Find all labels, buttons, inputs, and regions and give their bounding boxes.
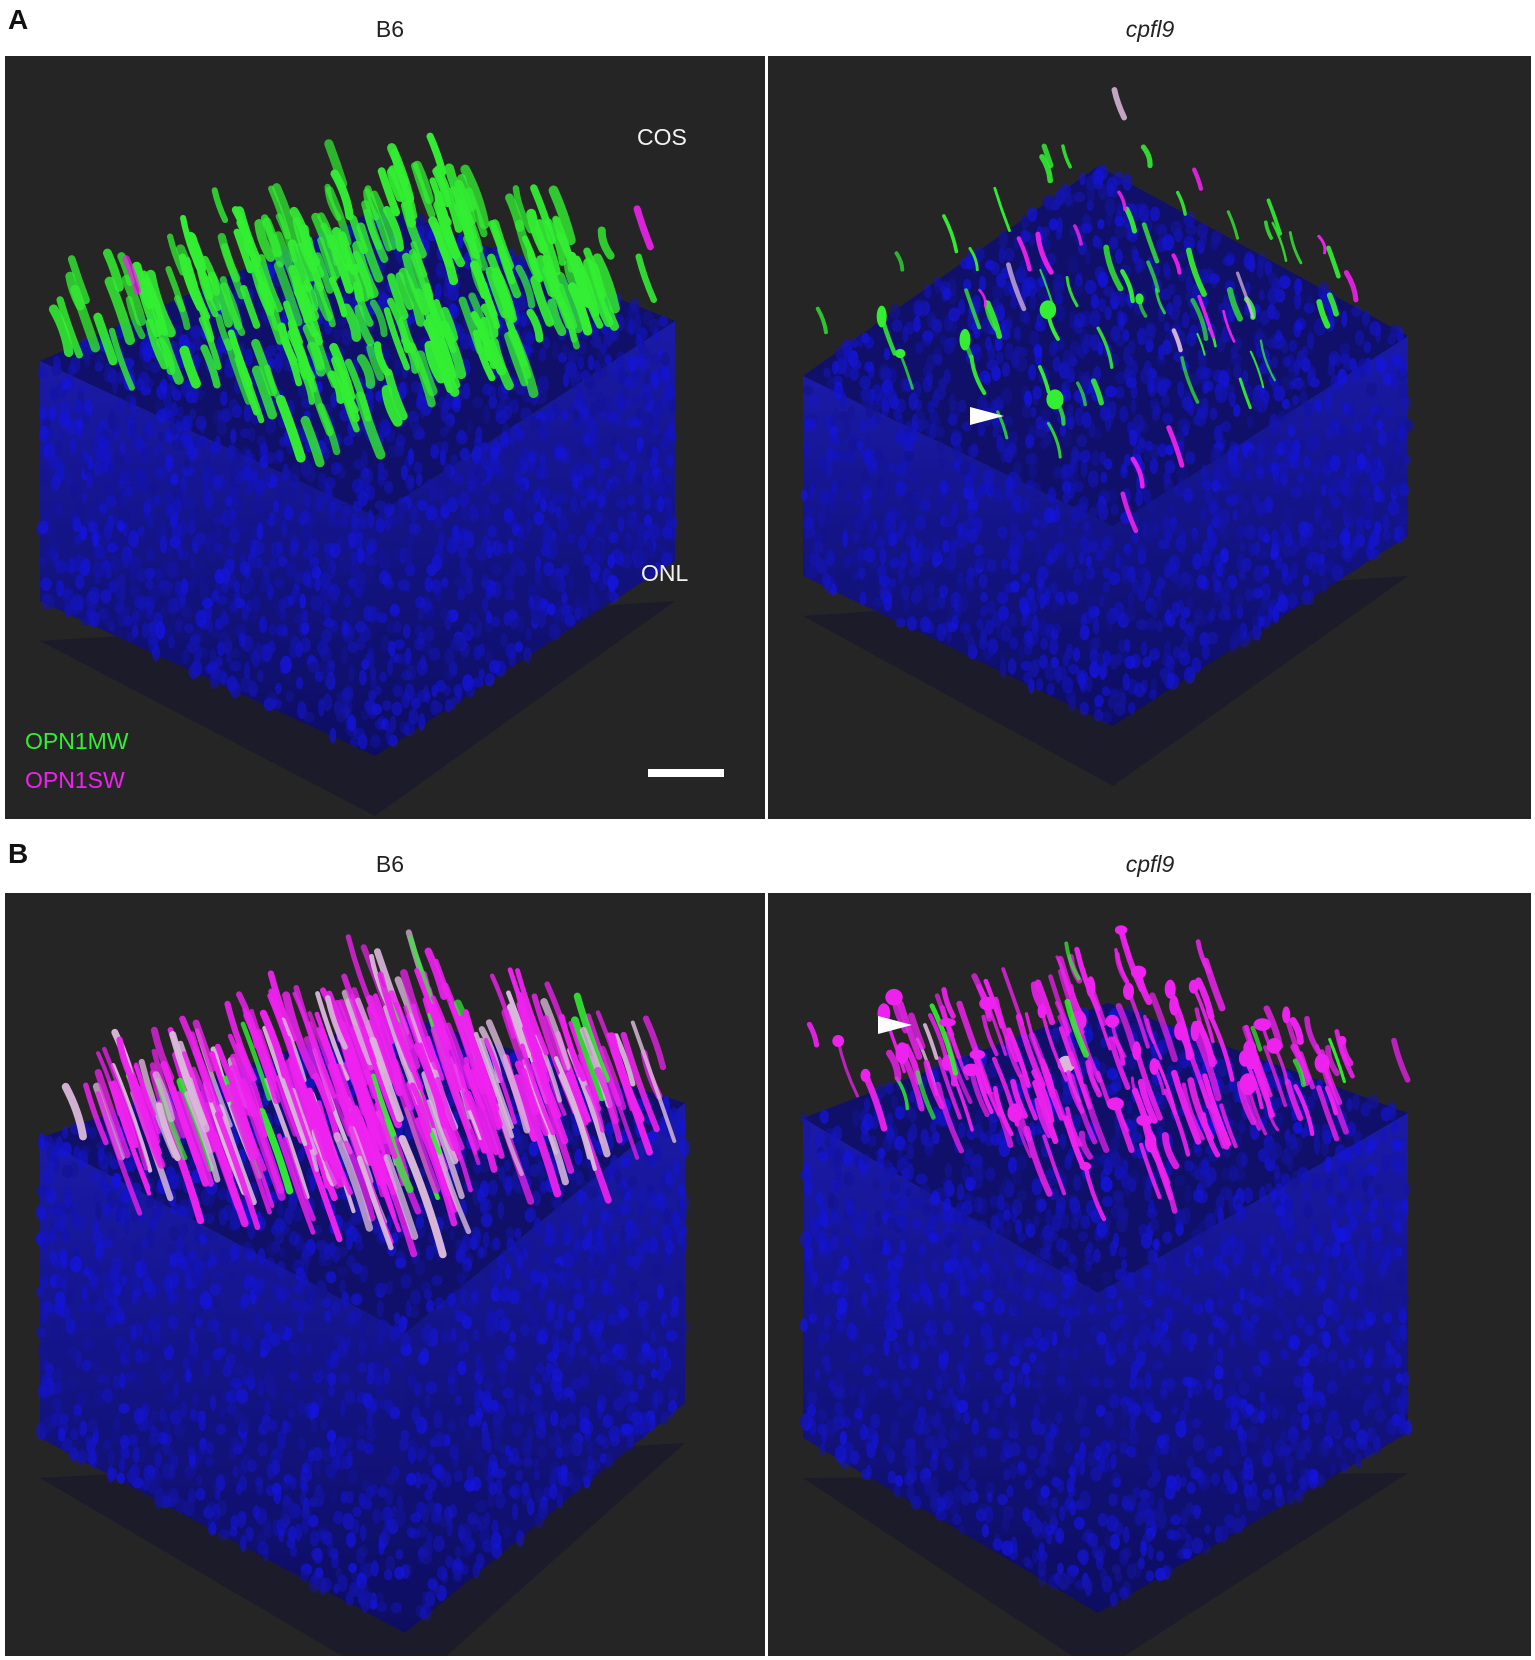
cos-label: COS <box>637 124 687 150</box>
arrowhead-marker <box>970 407 1004 425</box>
panel-b-b6-render <box>35 929 691 1656</box>
legend-opn1sw: OPN1SW <box>25 767 125 793</box>
onl-label: ONL <box>641 560 689 586</box>
panel-a-right-title: cpfl9 <box>1125 16 1175 42</box>
arrowhead-marker <box>878 1016 912 1034</box>
panel-b-left-title: B6 <box>375 851 405 877</box>
panel-a-letter: A <box>8 4 29 35</box>
panel-b-b6-image <box>5 893 765 1656</box>
panel-b-right-title: cpfl9 <box>1125 851 1175 877</box>
panel-b-letter: B <box>8 838 29 869</box>
panel-a-cpfl9-render <box>800 87 1414 786</box>
legend-opn1mw: OPN1MW <box>25 728 129 754</box>
panel-a-cpfl9-image <box>768 56 1531 819</box>
panel-a-b6-image: COS ONL OPN1MW OPN1SW <box>5 56 765 819</box>
panel-a-b6-render <box>34 132 679 816</box>
scale-bar <box>648 769 724 777</box>
panel-a-left-title: B6 <box>375 16 405 42</box>
panel-b-cpfl9-image <box>768 893 1531 1656</box>
panel-b-cpfl9-render <box>799 925 1412 1656</box>
